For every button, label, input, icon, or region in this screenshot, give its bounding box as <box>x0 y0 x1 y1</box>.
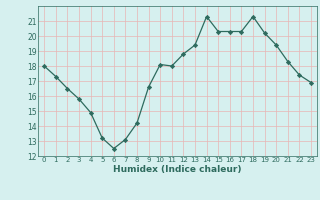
X-axis label: Humidex (Indice chaleur): Humidex (Indice chaleur) <box>113 165 242 174</box>
